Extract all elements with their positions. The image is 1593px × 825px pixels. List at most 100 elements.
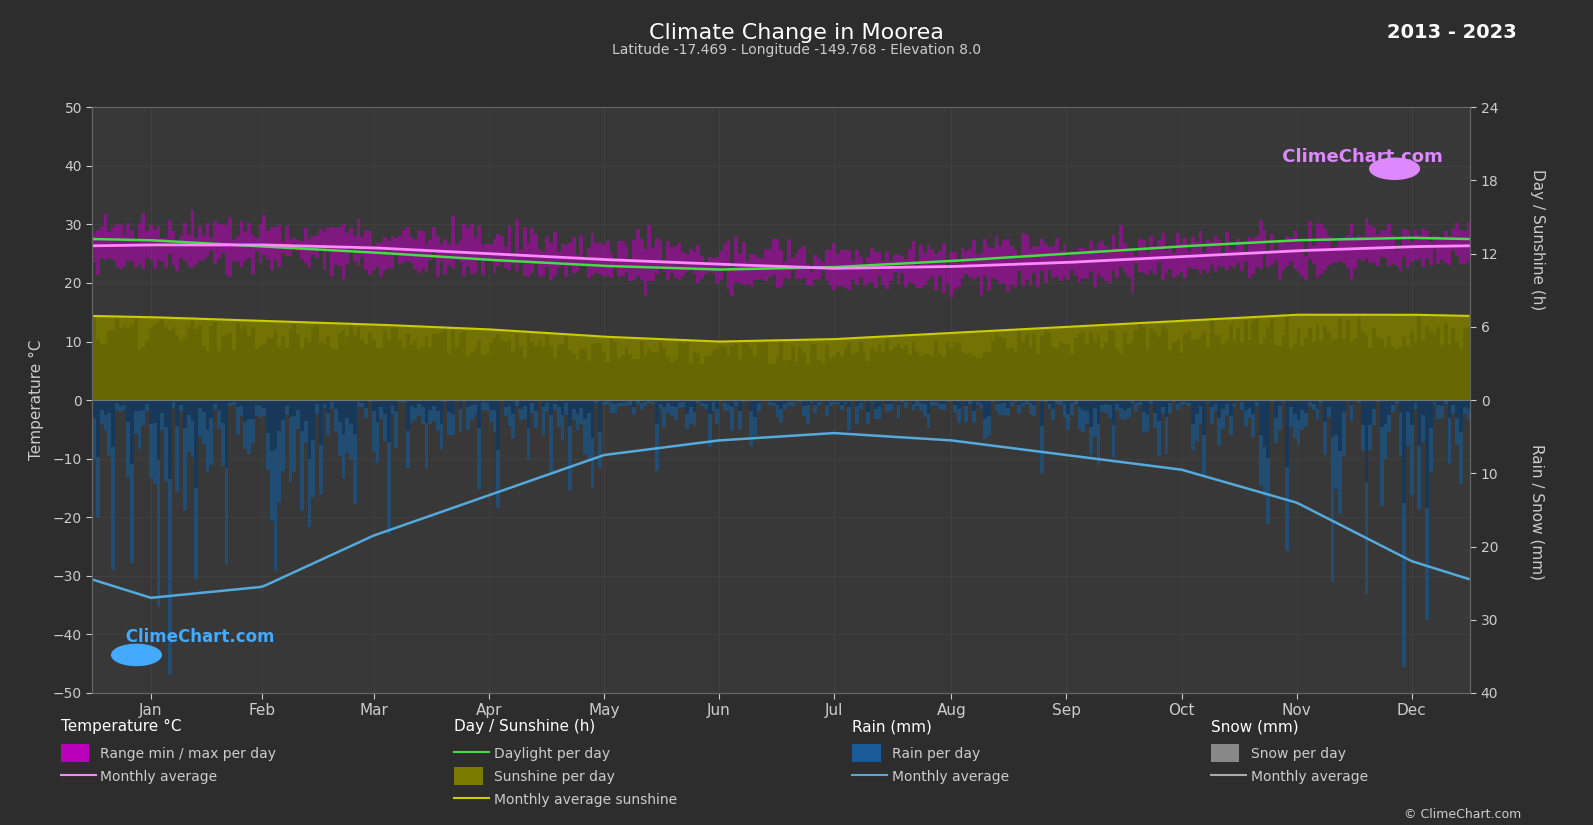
Bar bbox=[957, 263, 961, 287]
Bar bbox=[1024, 334, 1029, 400]
Bar bbox=[527, 333, 530, 400]
Bar bbox=[629, 400, 632, 402]
Bar bbox=[285, 400, 288, 414]
Bar bbox=[217, 224, 221, 258]
Bar bbox=[96, 230, 100, 276]
Bar bbox=[1410, 331, 1413, 400]
Bar bbox=[712, 351, 715, 400]
Bar bbox=[538, 249, 542, 277]
Bar bbox=[349, 323, 354, 400]
Bar bbox=[753, 341, 757, 400]
Bar bbox=[1112, 324, 1115, 400]
Bar bbox=[911, 335, 916, 400]
Bar bbox=[1391, 400, 1395, 412]
Bar bbox=[307, 342, 311, 400]
Bar bbox=[556, 334, 561, 400]
Bar bbox=[621, 400, 624, 407]
Bar bbox=[508, 226, 511, 270]
Bar bbox=[1263, 230, 1266, 254]
Bar bbox=[365, 324, 368, 400]
Bar bbox=[738, 400, 742, 411]
Bar bbox=[602, 351, 605, 400]
Bar bbox=[908, 335, 911, 400]
Bar bbox=[338, 400, 341, 455]
Bar bbox=[527, 400, 530, 428]
Bar bbox=[957, 332, 961, 400]
Bar bbox=[1357, 317, 1360, 400]
Bar bbox=[1236, 328, 1239, 400]
Bar bbox=[1346, 314, 1349, 400]
Bar bbox=[1055, 349, 1059, 400]
Bar bbox=[1145, 252, 1150, 276]
Bar bbox=[862, 353, 867, 400]
Bar bbox=[867, 361, 870, 400]
Bar bbox=[1195, 400, 1198, 441]
Bar bbox=[583, 400, 586, 454]
Bar bbox=[701, 400, 704, 407]
Bar bbox=[1443, 400, 1448, 404]
Bar bbox=[1305, 314, 1308, 400]
Bar bbox=[1308, 328, 1311, 400]
Bar bbox=[938, 333, 941, 400]
Bar bbox=[409, 400, 413, 406]
Bar bbox=[401, 400, 406, 403]
Bar bbox=[1244, 253, 1247, 262]
Bar bbox=[515, 334, 519, 400]
Bar bbox=[941, 356, 946, 400]
Bar bbox=[749, 347, 753, 400]
Bar bbox=[916, 400, 919, 402]
Bar bbox=[636, 400, 640, 404]
Bar bbox=[299, 400, 304, 512]
Bar bbox=[107, 232, 112, 258]
Bar bbox=[919, 356, 922, 400]
Bar bbox=[946, 269, 949, 283]
Bar bbox=[213, 400, 217, 409]
Bar bbox=[277, 400, 280, 431]
Bar bbox=[734, 400, 738, 402]
Bar bbox=[1078, 333, 1082, 400]
Bar bbox=[1388, 224, 1391, 266]
Bar bbox=[100, 316, 104, 400]
Bar bbox=[202, 319, 205, 400]
Bar bbox=[927, 400, 930, 413]
Bar bbox=[145, 400, 150, 404]
Bar bbox=[983, 331, 988, 400]
Bar bbox=[1180, 400, 1184, 402]
Bar bbox=[1255, 400, 1258, 406]
Bar bbox=[1443, 315, 1448, 400]
Bar bbox=[760, 344, 765, 400]
Bar bbox=[448, 400, 451, 412]
Bar bbox=[1330, 400, 1335, 582]
Bar bbox=[875, 400, 878, 418]
Bar bbox=[753, 400, 757, 436]
Bar bbox=[964, 400, 969, 422]
Bar bbox=[142, 214, 145, 269]
Bar bbox=[357, 328, 360, 400]
Bar bbox=[809, 340, 814, 400]
Bar bbox=[594, 337, 599, 400]
Bar bbox=[269, 400, 274, 521]
Bar bbox=[156, 400, 161, 460]
Bar bbox=[1123, 243, 1126, 273]
Text: 2013 - 2023: 2013 - 2023 bbox=[1388, 23, 1517, 42]
Bar bbox=[1462, 400, 1467, 407]
Bar bbox=[610, 253, 613, 279]
Bar bbox=[1112, 330, 1115, 400]
Bar bbox=[605, 400, 610, 402]
Bar bbox=[1467, 316, 1470, 400]
Bar bbox=[682, 252, 685, 276]
Bar bbox=[225, 335, 228, 400]
Bar bbox=[484, 329, 489, 400]
Bar bbox=[875, 252, 878, 288]
Bar bbox=[723, 346, 726, 400]
Bar bbox=[307, 323, 311, 400]
Bar bbox=[749, 400, 753, 411]
Bar bbox=[922, 252, 927, 285]
Text: ClimeChart.com: ClimeChart.com bbox=[119, 628, 274, 646]
Bar bbox=[1107, 324, 1112, 400]
Bar bbox=[319, 400, 323, 494]
Bar bbox=[787, 360, 790, 400]
Bar bbox=[335, 400, 338, 409]
Bar bbox=[311, 236, 315, 255]
Bar bbox=[704, 262, 707, 274]
